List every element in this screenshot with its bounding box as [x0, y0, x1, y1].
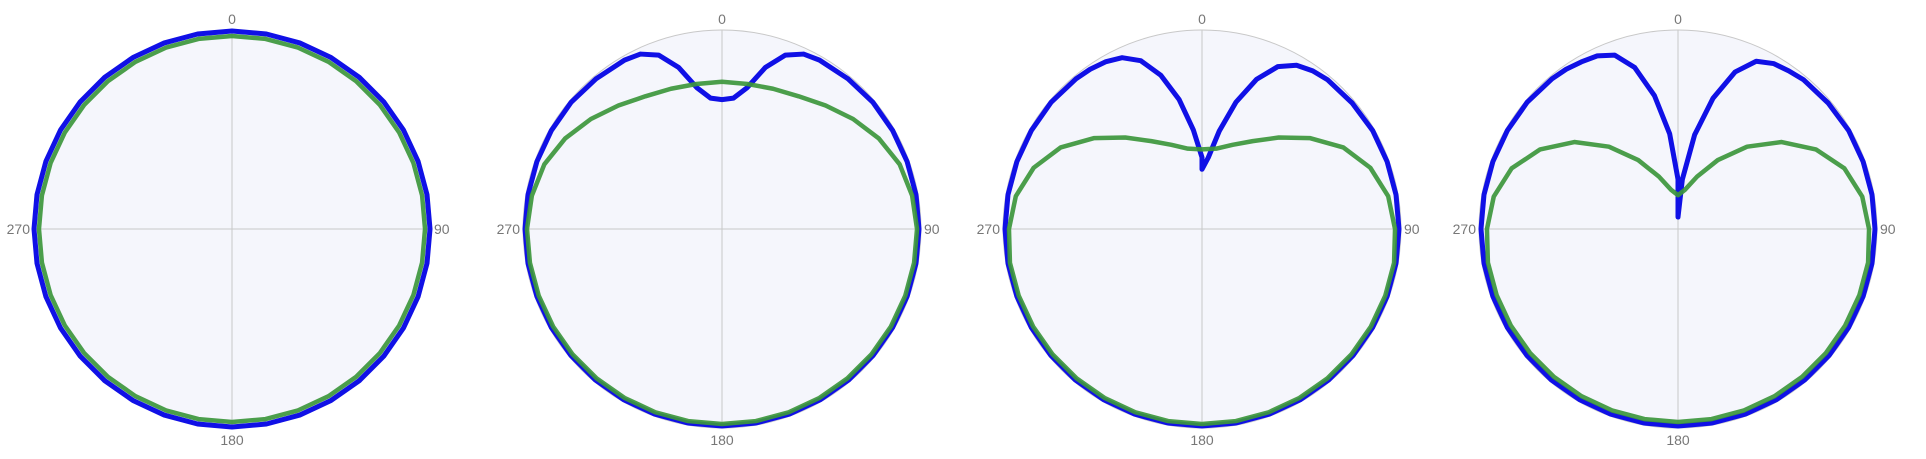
angle-tick-label: 90: [434, 221, 450, 237]
polar-plot-svg: 0 90 180 270: [1446, 0, 1926, 459]
angle-tick-label: 90: [1880, 221, 1896, 237]
polar-plot-svg: 0 90 180 270: [970, 0, 1450, 459]
polar-chart-3: 0 90 180 270: [970, 0, 1450, 459]
angle-tick-label: 90: [924, 221, 940, 237]
polar-chart-4: 0 90 180 270: [1446, 0, 1926, 459]
angle-tick-label: 0: [718, 11, 726, 27]
angle-tick-label: 180: [1190, 432, 1214, 448]
angle-tick-label: 270: [497, 221, 521, 237]
angle-tick-label: 90: [1404, 221, 1420, 237]
angle-tick-label: 0: [228, 11, 236, 27]
polar-chart-2: 0 90 180 270: [490, 0, 970, 459]
angle-tick-label: 180: [1666, 432, 1690, 448]
angle-tick-label: 180: [710, 432, 734, 448]
polar-plot-svg: 0 90 180 270: [490, 0, 970, 459]
polar-plot-svg: 0 90 180 270: [0, 0, 480, 459]
angle-tick-label: 270: [1453, 221, 1477, 237]
angle-tick-label: 180: [220, 432, 244, 448]
polar-chart-1: 0 90 180 270: [0, 0, 480, 459]
angle-tick-label: 0: [1198, 11, 1206, 27]
angle-tick-label: 0: [1674, 11, 1682, 27]
angle-tick-label: 270: [977, 221, 1001, 237]
angle-tick-label: 270: [7, 221, 31, 237]
